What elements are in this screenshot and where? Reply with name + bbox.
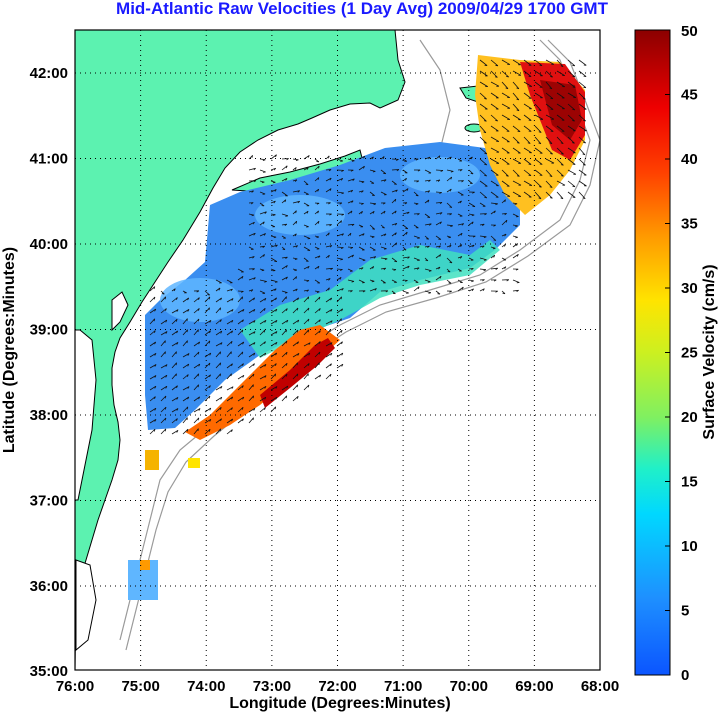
colorbar [634,29,671,676]
y-tick-label: 41:00 [30,151,68,168]
colorbar-tick-label: 50 [681,23,698,40]
pamlico-sound [75,559,97,652]
land-mass [75,30,406,670]
velocity-patch-2 [188,458,200,468]
velocity-field-base [145,142,520,430]
y-tick-label: 37:00 [30,493,68,510]
colorbar-tick-label: 35 [681,216,698,233]
x-tick-label: 74:00 [187,678,225,695]
y-tick-label: 42:00 [30,65,68,82]
map-title: Mid-Atlantic Raw Velocities (1 Day Avg) … [116,0,608,18]
x-tick-label: 71:00 [384,678,422,695]
y-tick-label: 38:00 [30,407,68,424]
plot-frame [74,29,601,671]
x-tick-label: 70:00 [450,678,488,695]
velocity-field-light [160,157,480,322]
y-tick-labels: 42:00 41:00 40:00 39:00 38:00 37:00 36:00 35:00 [30,65,68,680]
x-tick-label: 68:00 [581,678,619,695]
colorbar-tick-labels: 0 5 10 15 20 25 30 35 40 45 50 [665,23,698,684]
colorbar-tick-label: 20 [681,409,698,426]
colorbar-tick-label: 45 [681,87,698,104]
x-axis-label: Longitude (Degrees:Minutes) [229,695,450,712]
y-tick-label: 39:00 [30,322,68,339]
velocity-field-mid [240,240,500,358]
y-tick-label: 40:00 [30,236,68,253]
y-tick-label: 36:00 [30,578,68,595]
velocity-vectors [149,59,587,435]
colorbar-tick-label: 15 [681,474,698,491]
colorbar-label: Surface Velocity (cm/s) [701,264,718,439]
velocity-jet-south [185,325,340,440]
grid-lines [75,30,600,670]
colorbar-tick-label: 0 [681,667,689,684]
y-axis-label: Latitude (Degrees:Minutes) [1,247,18,453]
delaware-bay [111,291,129,332]
x-tick-label: 69:00 [515,678,553,695]
colorbar-tick-label: 10 [681,538,698,555]
colorbar-tick-label: 30 [681,280,698,297]
y-tick-label: 35:00 [30,663,68,680]
x-tick-labels: 76:00 75:00 74:00 73:00 72:00 71:00 70:00 69:00… [56,678,619,695]
x-tick-label: 73:00 [253,678,291,695]
colorbar-tick-label: 40 [681,151,698,168]
x-tick-label: 76:00 [56,678,94,695]
colorbar-tick-label: 5 [681,603,689,620]
velocity-patch-4 [140,560,150,570]
x-tick-label: 72:00 [318,678,356,695]
x-tick-label: 75:00 [121,678,159,695]
velocity-patch-1 [145,450,159,470]
colorbar-tick-label: 25 [681,345,698,362]
